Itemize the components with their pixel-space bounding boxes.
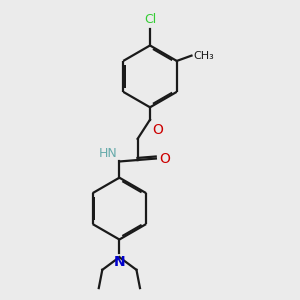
Text: Cl: Cl <box>144 13 156 26</box>
Text: O: O <box>152 123 163 136</box>
Text: O: O <box>159 152 170 166</box>
Text: N: N <box>114 254 125 268</box>
Text: HN: HN <box>99 147 118 160</box>
Text: CH₃: CH₃ <box>193 51 214 61</box>
